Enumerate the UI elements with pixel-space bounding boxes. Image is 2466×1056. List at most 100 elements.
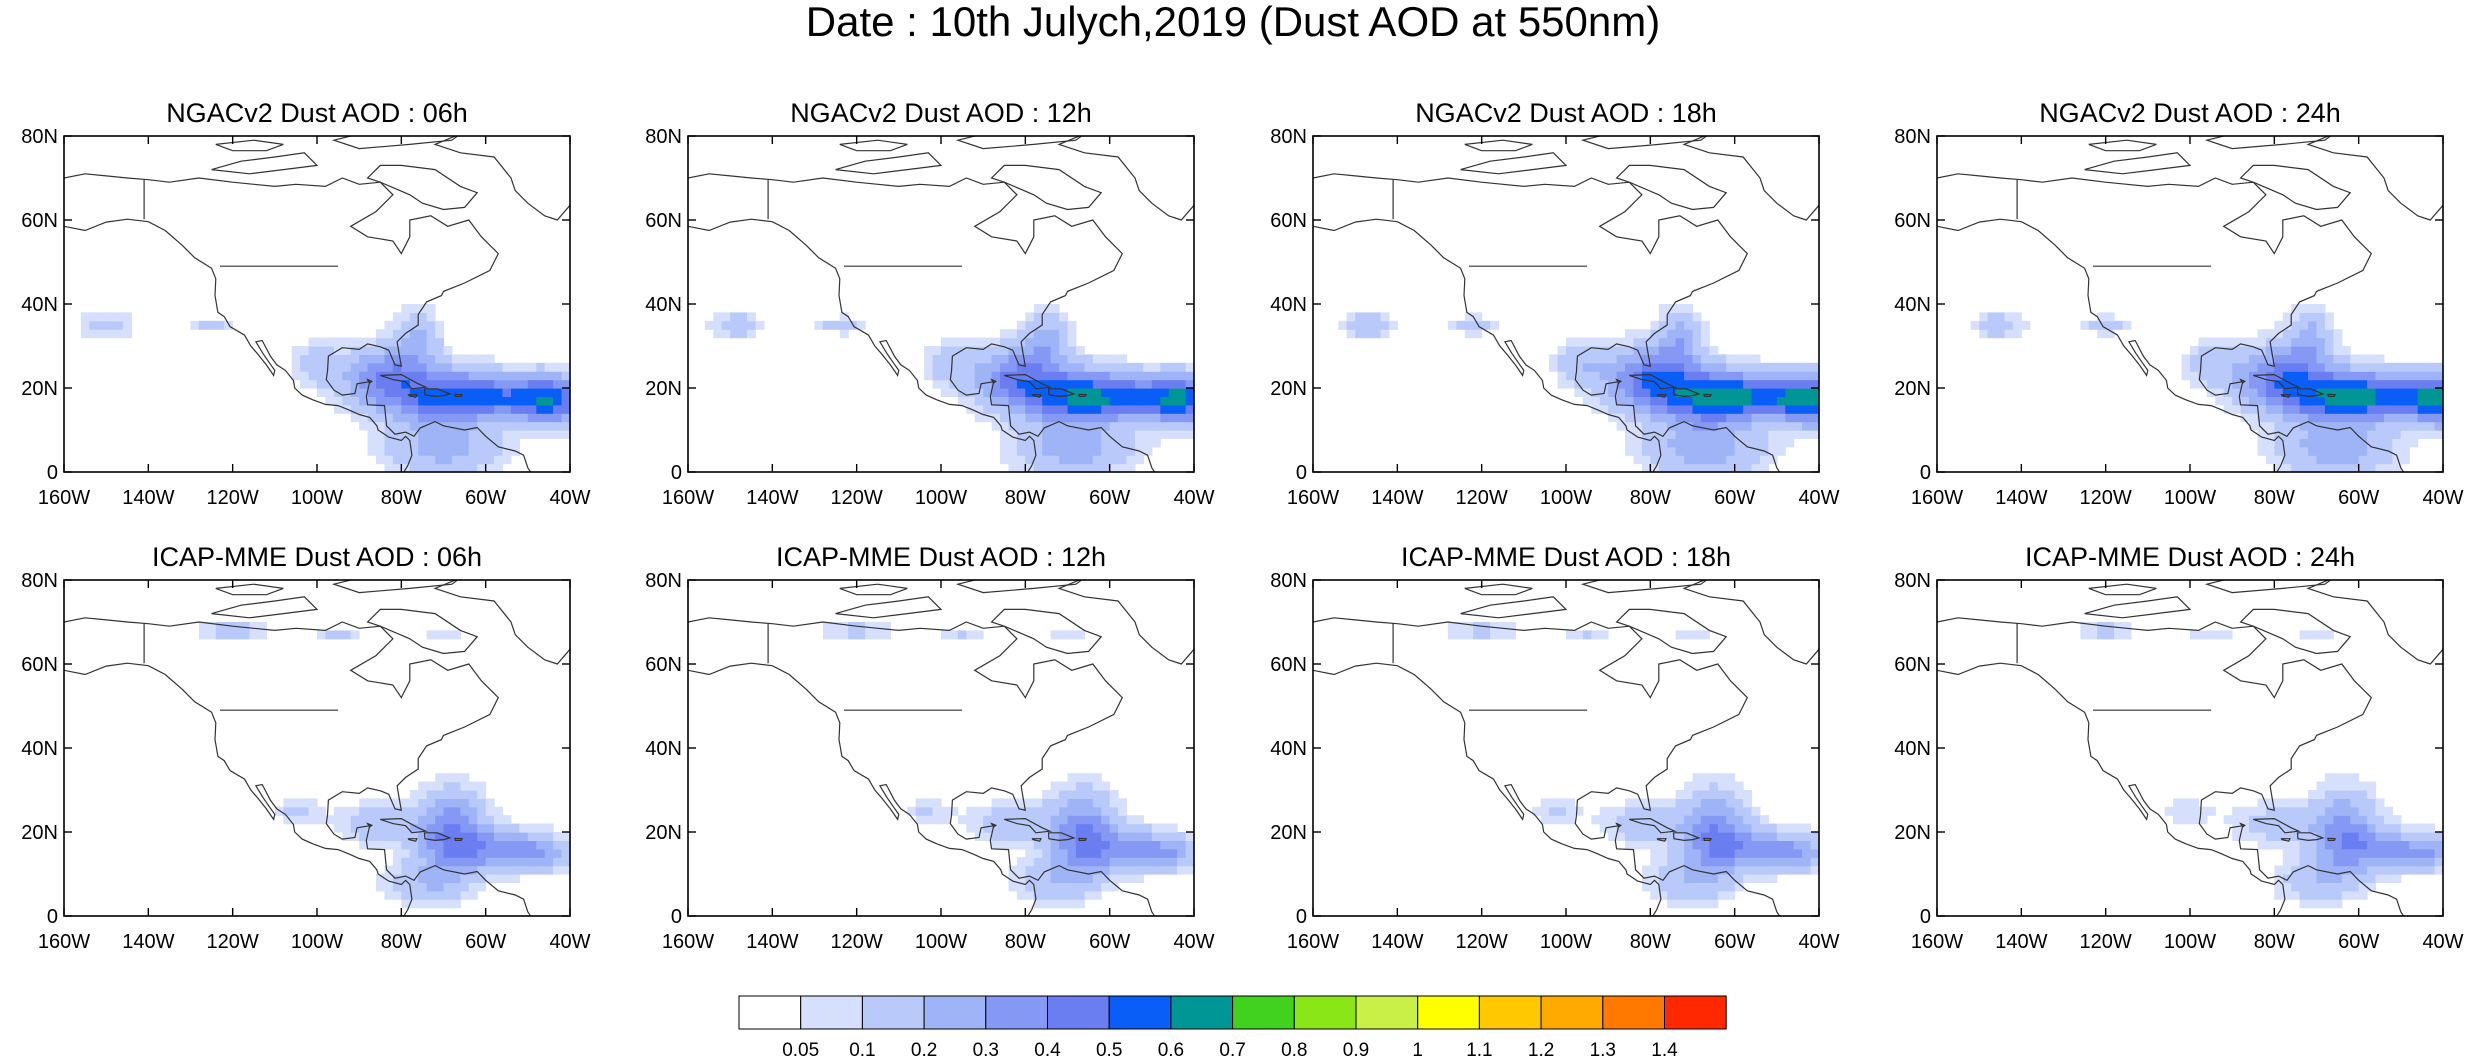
- aod-cell: [1050, 832, 1060, 841]
- aod-cell: [1101, 430, 1111, 439]
- aod-cell: [1641, 371, 1651, 381]
- aod-cell: [2375, 798, 2385, 808]
- aod-cell: [1692, 790, 1702, 799]
- aod-cell: [1059, 781, 1069, 791]
- aod-cell: [2249, 354, 2258, 364]
- aod-cell: [392, 857, 402, 867]
- aod-cell: [1067, 840, 1077, 850]
- aod-cell: [485, 455, 495, 465]
- aod-cell: [1692, 630, 1702, 640]
- aod-cell: [350, 371, 360, 381]
- aod-cell: [1075, 379, 1085, 389]
- aod-cell: [2265, 823, 2275, 833]
- aod-cell: [1050, 882, 1060, 892]
- aod-cell: [2333, 790, 2343, 799]
- aod-cell: [1075, 438, 1085, 448]
- aod-cell: [451, 865, 461, 875]
- aod-cell: [1633, 798, 1643, 808]
- colorbar-label: 0.6: [1158, 1040, 1184, 1056]
- aod-cell: [2274, 446, 2284, 456]
- aod-cell: [2367, 848, 2377, 858]
- aod-cell: [553, 857, 563, 867]
- aod-cell: [1608, 823, 1618, 833]
- aod-cell: [1658, 882, 1668, 892]
- aod-cell: [409, 890, 419, 900]
- aod-cell: [1067, 337, 1077, 347]
- aod-cell: [2316, 882, 2326, 892]
- aod-cell: [1650, 823, 1660, 833]
- landmass-outline: [1615, 822, 1622, 828]
- aod-cell: [983, 806, 993, 816]
- aod-cell: [2358, 848, 2368, 858]
- aod-cell: [2426, 430, 2436, 439]
- aod-cell: [409, 337, 419, 347]
- aod-cell: [1050, 865, 1060, 875]
- lat-tick-label: 0: [47, 906, 58, 928]
- aod-cell: [1684, 337, 1694, 347]
- aod-cell: [2341, 857, 2351, 867]
- aod-cell: [2249, 413, 2258, 423]
- aod-cell: [1633, 354, 1643, 364]
- aod-cell: [376, 346, 385, 355]
- aod-cell: [1650, 320, 1660, 330]
- aod-cell: [527, 362, 537, 372]
- aod-cell: [2249, 823, 2258, 833]
- aod-cell: [460, 857, 470, 867]
- coastline: [1937, 617, 2405, 916]
- aod-cell: [2282, 874, 2292, 883]
- aod-cell: [2409, 848, 2419, 858]
- aod-cell: [249, 622, 259, 631]
- aod-cell: [983, 371, 993, 381]
- aod-cell: [1000, 404, 1009, 414]
- aod-cell: [342, 806, 352, 816]
- aod-cell: [418, 806, 428, 816]
- aod-cell: [1684, 396, 1694, 406]
- aod-cell: [1751, 371, 1761, 381]
- aod-cell: [1185, 840, 1194, 850]
- aod-cell: [485, 865, 495, 875]
- aod-cell: [1734, 404, 1744, 414]
- aod-cell: [1059, 790, 1069, 799]
- aod-cell: [2367, 832, 2377, 841]
- aod-cell: [2324, 840, 2334, 850]
- aod-cell: [536, 421, 546, 431]
- aod-cell: [2324, 890, 2334, 900]
- aod-cell: [1726, 463, 1736, 472]
- aod-cell: [249, 630, 259, 640]
- aod-cell: [401, 874, 411, 883]
- aod-cell: [2240, 346, 2250, 355]
- aod-cell: [2181, 354, 2191, 364]
- aod-cell: [1709, 463, 1719, 472]
- aod-cell: [451, 446, 461, 456]
- aod-cell: [527, 404, 537, 414]
- aod-cell: [1118, 371, 1128, 381]
- landmass-outline: [839, 583, 908, 596]
- aod-cell: [519, 396, 529, 406]
- aod-cell: [1008, 455, 1018, 465]
- aod-cell: [1092, 773, 1102, 783]
- aod-cell: [1599, 823, 1609, 833]
- aod-cell: [1118, 874, 1128, 883]
- aod-cell: [502, 848, 512, 858]
- aod-cell: [2282, 832, 2292, 841]
- aod-cell: [418, 790, 428, 799]
- aod-cell: [418, 438, 428, 448]
- aod-cell: [2299, 320, 2309, 330]
- aod-cell: [468, 806, 478, 816]
- lon-tick-label: 120W: [831, 931, 883, 953]
- aod-cell: [544, 857, 554, 867]
- aod-cell: [1751, 815, 1761, 825]
- colorbar-swatch: [1417, 995, 1480, 1030]
- aod-cell: [2324, 857, 2334, 867]
- aod-cell: [1776, 848, 1786, 858]
- aod-cell: [1768, 379, 1778, 389]
- aod-cell: [2350, 790, 2360, 799]
- aod-cell: [359, 388, 369, 397]
- aod-cell: [1734, 446, 1744, 456]
- aod-cell: [2350, 857, 2360, 867]
- aod-cell: [1059, 354, 1069, 364]
- aod-cell: [1743, 840, 1753, 850]
- lon-tick-label: 60W: [1714, 487, 1755, 509]
- aod-cell: [2409, 840, 2419, 850]
- colorbar-label: 1: [1412, 1040, 1423, 1056]
